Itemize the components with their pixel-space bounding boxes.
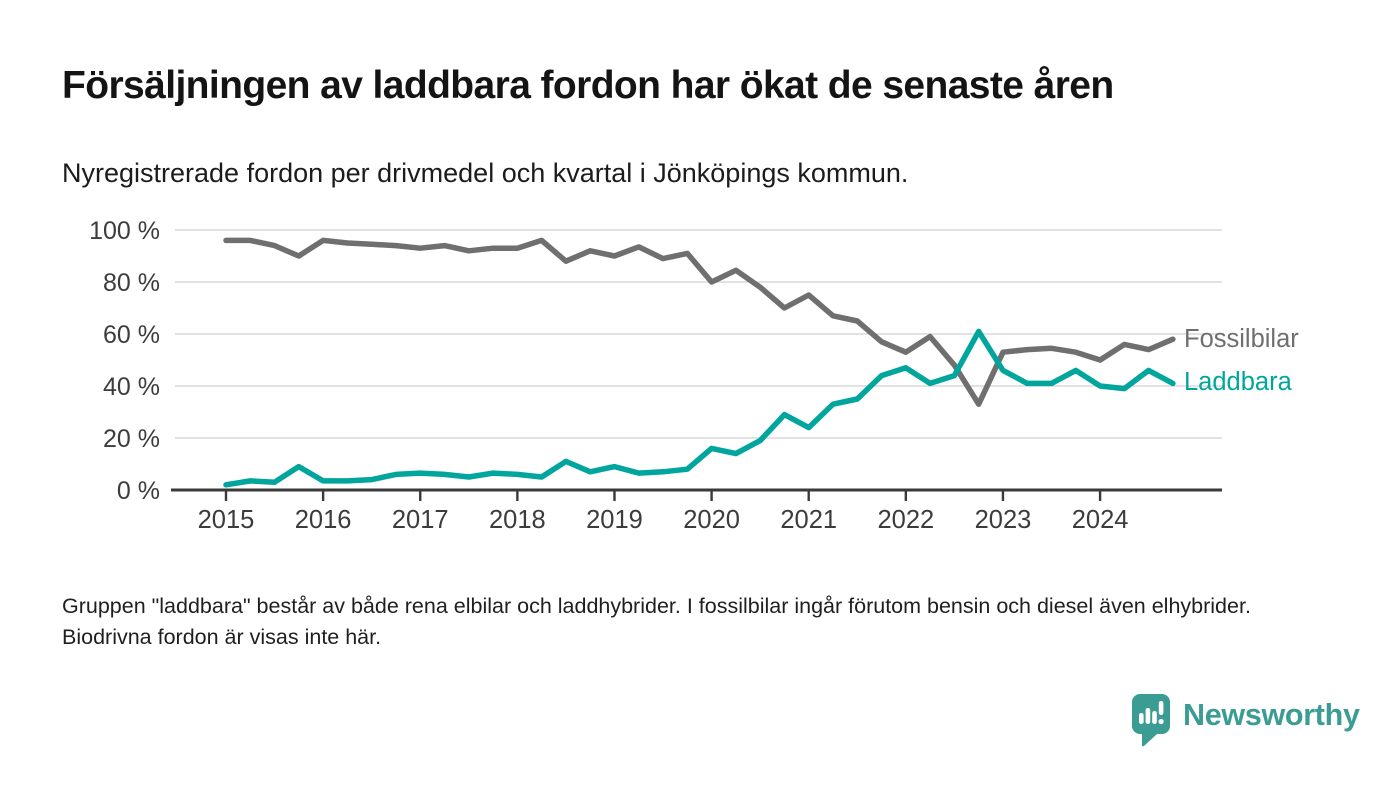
- x-tick-label: 2020: [683, 506, 740, 534]
- series-label-fossilbilar: Fossilbilar: [1184, 325, 1299, 353]
- y-tick-label: 40 %: [103, 373, 160, 401]
- series-line-laddbara: [223, 328, 1176, 488]
- x-tick-label: 2018: [489, 506, 546, 534]
- chart-title: Försäljningen av laddbara fordon har öka…: [62, 64, 1114, 107]
- x-tick-label: 2015: [198, 506, 255, 534]
- x-tick-label: 2019: [586, 506, 643, 534]
- x-tick-label: 2016: [295, 506, 352, 534]
- series-label-laddbara: Laddbara: [1184, 368, 1293, 396]
- x-tick-label: 2017: [392, 506, 449, 534]
- y-tick-label: 100 %: [89, 217, 160, 245]
- bar-chart-speech-bubble-icon: [1132, 694, 1170, 747]
- y-tick-label: 20 %: [103, 425, 160, 453]
- y-tick-label: 60 %: [103, 321, 160, 349]
- line-chart: 0 % 20 % 40 % 60 % 80 % 100 % 2015 2016 2017 2018…: [0, 205, 1400, 577]
- x-tick-label: 2021: [780, 506, 837, 534]
- chart-subtitle: Nyregistrerade fordon per drivmedel och …: [62, 158, 909, 188]
- x-tick-label: 2023: [975, 506, 1032, 534]
- brand-footer: Newsworthy: [1131, 693, 1360, 749]
- chart-svg: 0 % 20 % 40 % 60 % 80 % 100 % 2015 2016 2017 2018…: [89, 217, 1299, 534]
- brand-name: Newsworthy: [1183, 698, 1360, 732]
- chart-footnote: Gruppen "laddbara" består av både rena e…: [62, 594, 1251, 649]
- x-tick-label: 2022: [877, 506, 934, 534]
- series-line-fossilbilar: [223, 237, 1176, 407]
- y-tick-label: 80 %: [103, 269, 160, 297]
- y-tick-label: 0 %: [117, 477, 160, 505]
- x-tick-label: 2024: [1072, 506, 1129, 534]
